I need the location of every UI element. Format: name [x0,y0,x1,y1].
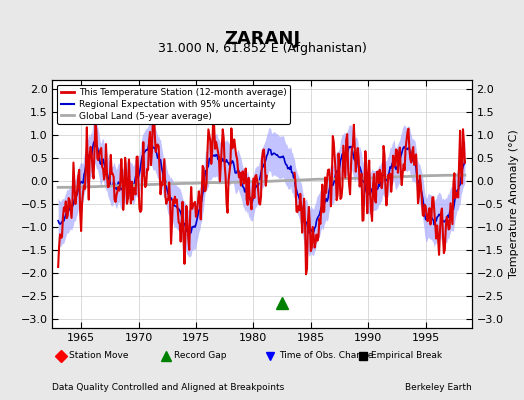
Text: ZARANJ: ZARANJ [224,30,300,48]
Legend: This Temperature Station (12-month average), Regional Expectation with 95% uncer: This Temperature Station (12-month avera… [57,84,290,124]
Text: 31.000 N, 61.852 E (Afghanistan): 31.000 N, 61.852 E (Afghanistan) [158,42,366,55]
Text: Record Gap: Record Gap [174,352,226,360]
Text: Berkeley Earth: Berkeley Earth [405,383,472,392]
Text: Station Move: Station Move [69,352,129,360]
Text: Data Quality Controlled and Aligned at Breakpoints: Data Quality Controlled and Aligned at B… [52,383,285,392]
Text: Empirical Break: Empirical Break [371,352,442,360]
Text: Time of Obs. Change: Time of Obs. Change [279,352,373,360]
Y-axis label: Temperature Anomaly (°C): Temperature Anomaly (°C) [509,130,519,278]
